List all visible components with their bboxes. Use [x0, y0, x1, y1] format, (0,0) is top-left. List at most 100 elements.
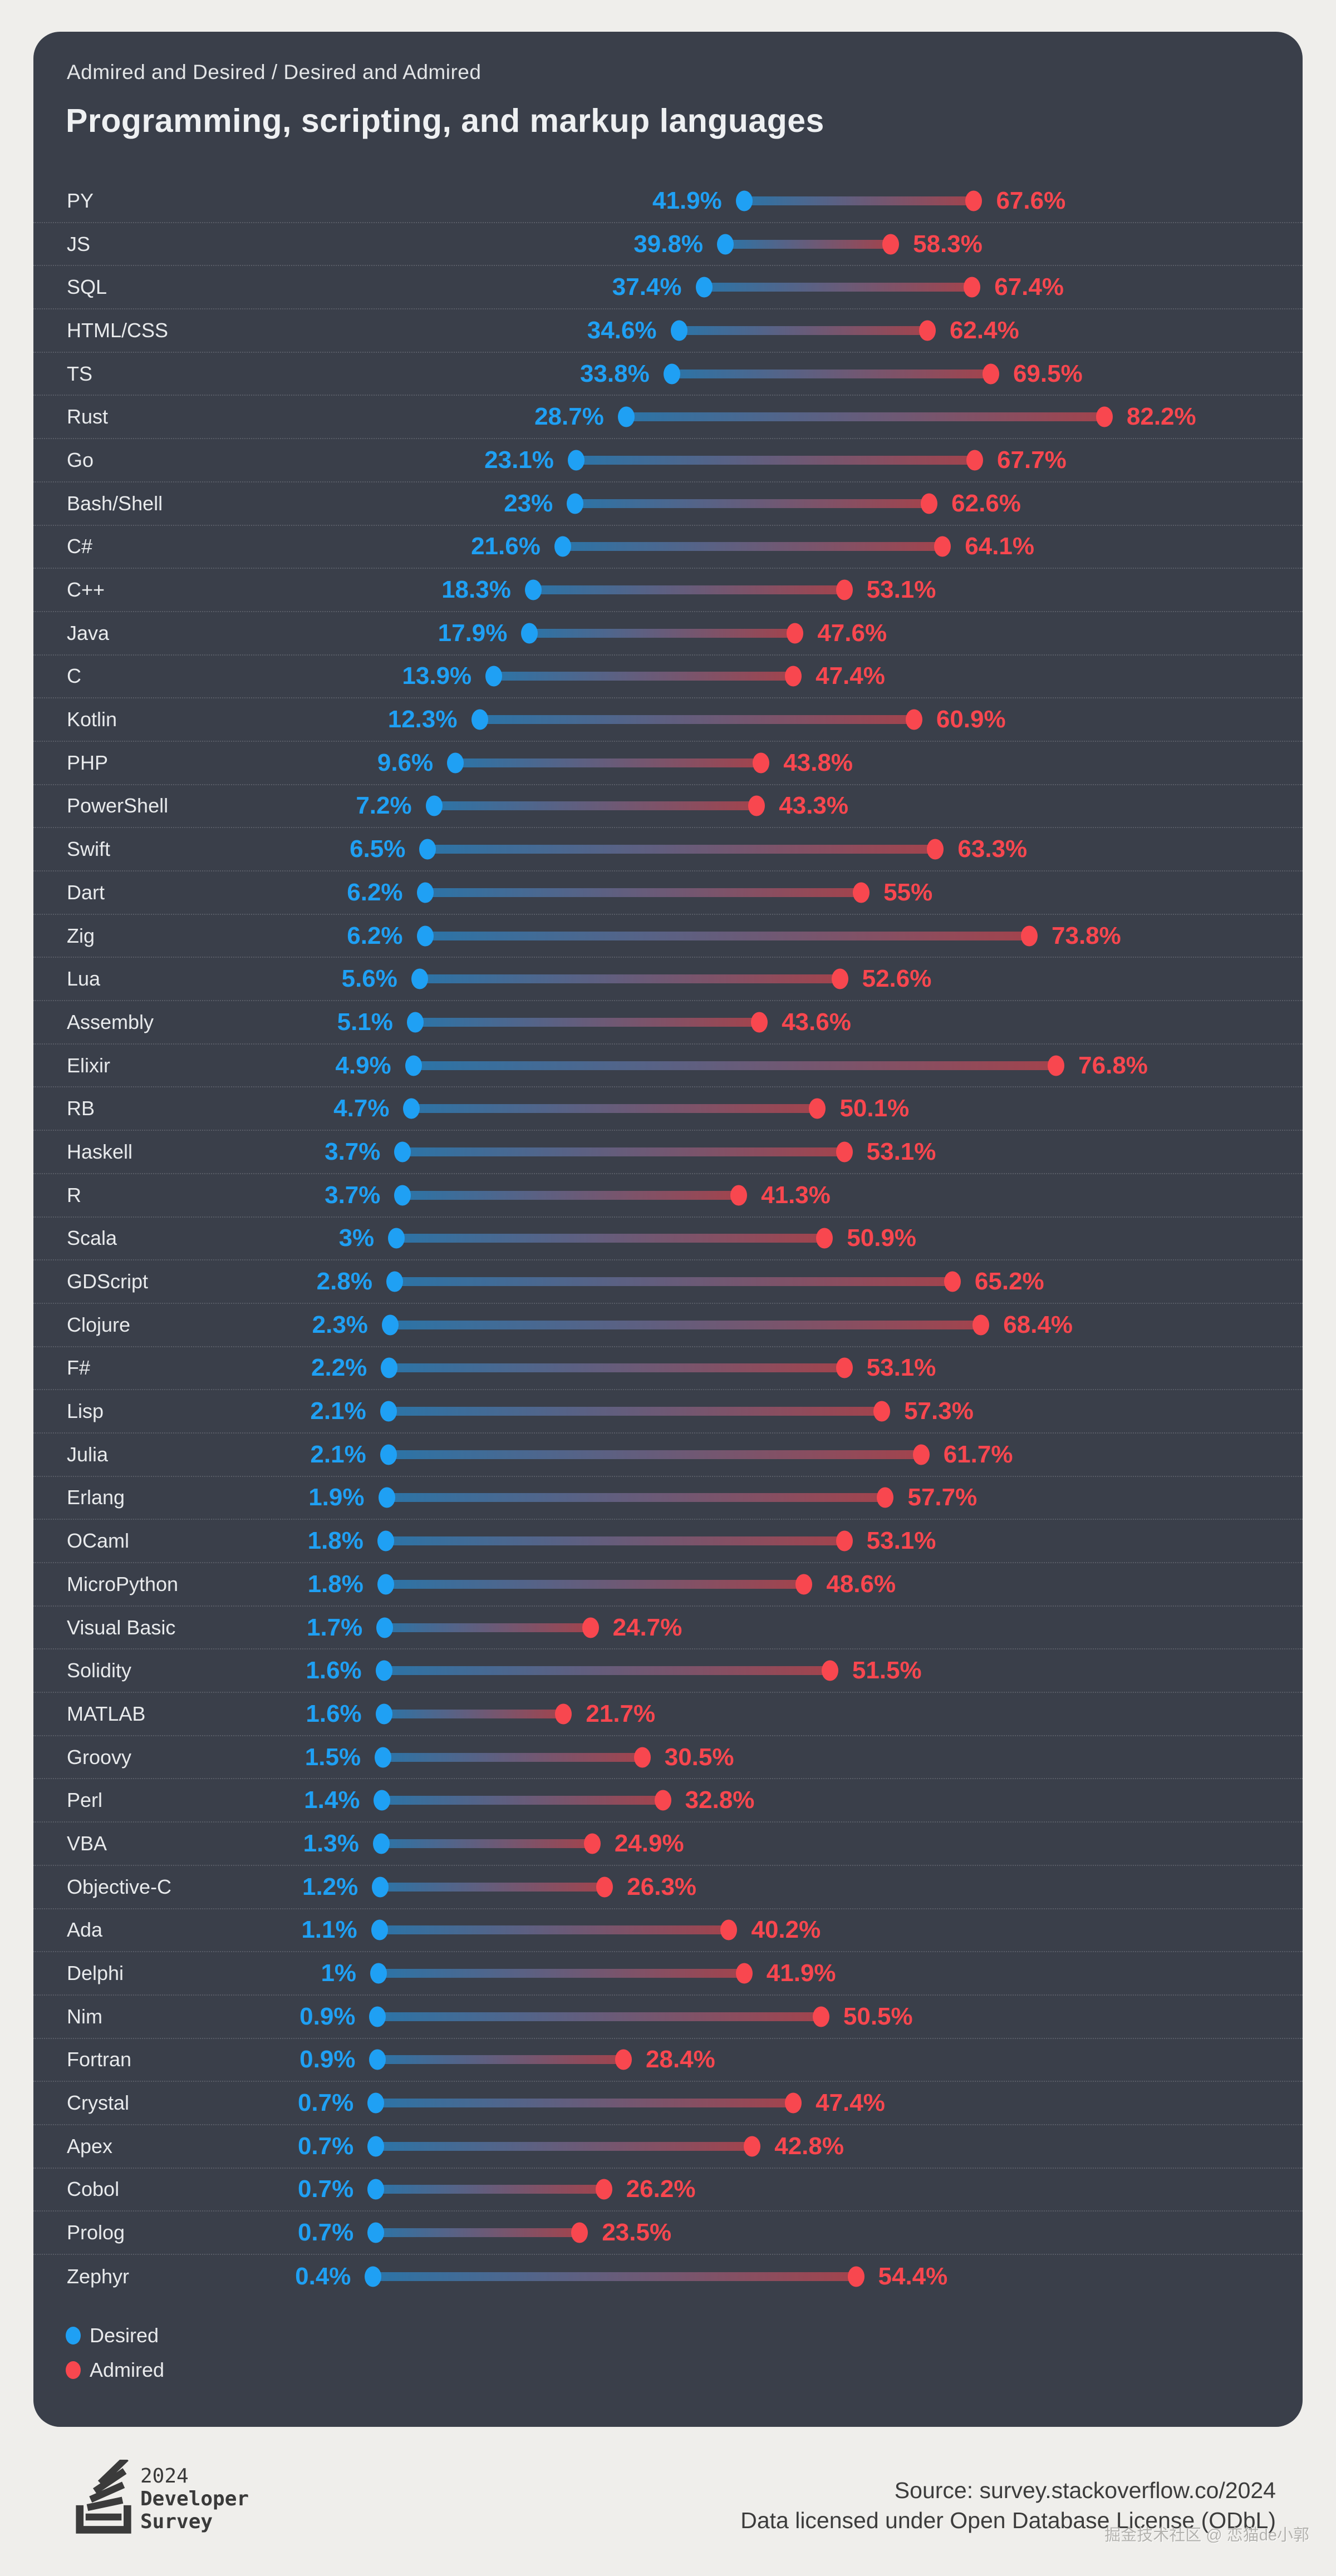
admired-value-label: 21.7% [586, 1700, 656, 1727]
dumbbell-line [394, 1277, 952, 1287]
language-label: Zephyr [67, 2264, 130, 2288]
dumbbell-line [385, 1579, 804, 1589]
language-label: Lisp [67, 1400, 104, 1423]
chart-row: OCaml 1.8% 53.1% [33, 1520, 1303, 1563]
desired-value-label: 0.7% [297, 2175, 354, 2203]
dumbbell-line [384, 1709, 564, 1718]
chart-row: Dart 6.2% 55% [33, 871, 1303, 915]
admired-value-label: 62.4% [949, 316, 1019, 344]
desired-dot-icon [717, 234, 734, 255]
admired-value-label: 26.2% [626, 2175, 696, 2203]
language-label: PowerShell [67, 794, 169, 817]
legend-item-admired: Admired [66, 2358, 164, 2382]
language-label: PY [67, 189, 94, 212]
desired-value-label: 17.9% [438, 619, 508, 647]
desired-value-label: 1.6% [306, 1657, 362, 1685]
language-label: Fortran [67, 2048, 132, 2071]
dumbbell-line [725, 239, 891, 249]
desired-value-label: 0.4% [295, 2262, 351, 2290]
language-label: Java [67, 621, 110, 644]
language-label: VBA [67, 1831, 107, 1855]
admired-dot-icon [555, 1703, 572, 1725]
logo-line2: Survey [140, 2510, 213, 2533]
dumbbell-line [671, 369, 991, 378]
admired-dot-icon [595, 2179, 612, 2200]
desired-value-label: 5.1% [337, 1008, 393, 1036]
desired-dot-icon [367, 2179, 385, 2200]
chart-row: Crystal 0.7% 47.4% [33, 2082, 1303, 2125]
desired-dot-icon [405, 1055, 422, 1076]
desired-value-label: 0.9% [299, 2002, 356, 2030]
desired-dot-icon [375, 1703, 392, 1725]
desired-dot-icon [365, 2266, 382, 2287]
chart-row: Perl 1.4% 32.8% [33, 1779, 1303, 1823]
desired-dot-icon [372, 1876, 389, 1898]
admired-dot-icon [596, 1876, 613, 1898]
dumbbell-line [575, 499, 930, 508]
desired-value-label: 0.9% [299, 2046, 356, 2073]
admired-value-label: 41.9% [766, 1959, 836, 1987]
desired-dot-icon [367, 2136, 385, 2157]
language-label: Elixir [67, 1053, 110, 1077]
language-label: R [67, 1183, 81, 1206]
chart-row: SQL 37.4% 67.4% [33, 266, 1303, 310]
admired-value-label: 50.1% [839, 1095, 910, 1122]
admired-value-label: 24.7% [612, 1613, 682, 1641]
desired-value-label: 2.1% [310, 1440, 366, 1468]
admired-dot-icon [921, 493, 938, 514]
dumbbell-line [425, 931, 1029, 940]
desired-value-label: 4.9% [335, 1051, 391, 1079]
dumbbell-line [379, 1969, 744, 1978]
desired-dot-icon [554, 536, 571, 557]
admired-dot-icon [944, 1271, 961, 1292]
admired-value-label: 67.7% [997, 446, 1067, 474]
desired-dot-icon [380, 1401, 397, 1422]
admired-dot-icon [927, 839, 944, 860]
language-label: Julia [67, 1442, 109, 1466]
language-label: MATLAB [67, 1702, 146, 1725]
language-label: Go [67, 448, 94, 471]
admired-value-label: 41.3% [761, 1181, 831, 1209]
chart-row: RB 4.7% 50.1% [33, 1087, 1303, 1131]
admired-value-label: 60.9% [936, 706, 1006, 733]
admired-value-label: 55% [883, 878, 933, 906]
admired-dot-icon [964, 277, 981, 298]
chart-row: MATLAB 1.6% 21.7% [33, 1693, 1303, 1736]
language-label: Dart [67, 880, 105, 904]
admired-dot-icon [744, 2136, 761, 2157]
language-label: Apex [67, 2134, 113, 2158]
legend: Desired Admired [66, 2323, 164, 2392]
desired-dot-icon [403, 1098, 420, 1119]
desired-value-label: 9.6% [377, 748, 434, 776]
dumbbell-line [376, 2141, 753, 2151]
logo-text: 2024 Developer Survey [140, 2465, 249, 2533]
admired-value-label: 61.7% [943, 1440, 1013, 1468]
chart-row: PHP 9.6% 43.8% [33, 742, 1303, 785]
admired-value-label: 53.1% [866, 576, 936, 604]
admired-dot-icon [836, 579, 853, 600]
desired-dot-icon [380, 1444, 397, 1465]
admired-value-label: 54.4% [878, 2262, 948, 2290]
admired-dot-icon [571, 2222, 588, 2243]
desired-value-label: 28.7% [534, 403, 604, 431]
language-label: Ada [67, 1918, 103, 1942]
desired-dot-icon [617, 406, 635, 427]
language-label: Rust [67, 405, 109, 428]
admired-dot-icon [816, 1228, 833, 1249]
dumbbell-line [388, 1407, 882, 1416]
language-label: Visual Basic [67, 1615, 176, 1639]
chart-row: Zig 6.2% 73.8% [33, 915, 1303, 958]
dumbbell-line [626, 412, 1104, 422]
language-label: Bash/Shell [67, 491, 163, 515]
desired-value-label: 1.1% [301, 1916, 357, 1944]
desired-dot-icon [394, 1185, 411, 1206]
chart-row: Julia 2.1% 61.7% [33, 1434, 1303, 1477]
admired-value-label: 40.2% [751, 1916, 821, 1944]
dumbbell-line [381, 1839, 592, 1848]
chart-row: Prolog 0.7% 23.5% [33, 2211, 1303, 2255]
logo-line1: Developer [140, 2488, 249, 2510]
admired-value-label: 82.2% [1126, 403, 1196, 431]
admired-value-label: 67.6% [996, 186, 1066, 214]
admired-dot-icon [847, 2266, 865, 2287]
chart-row: Rust 28.7% 82.2% [33, 396, 1303, 440]
